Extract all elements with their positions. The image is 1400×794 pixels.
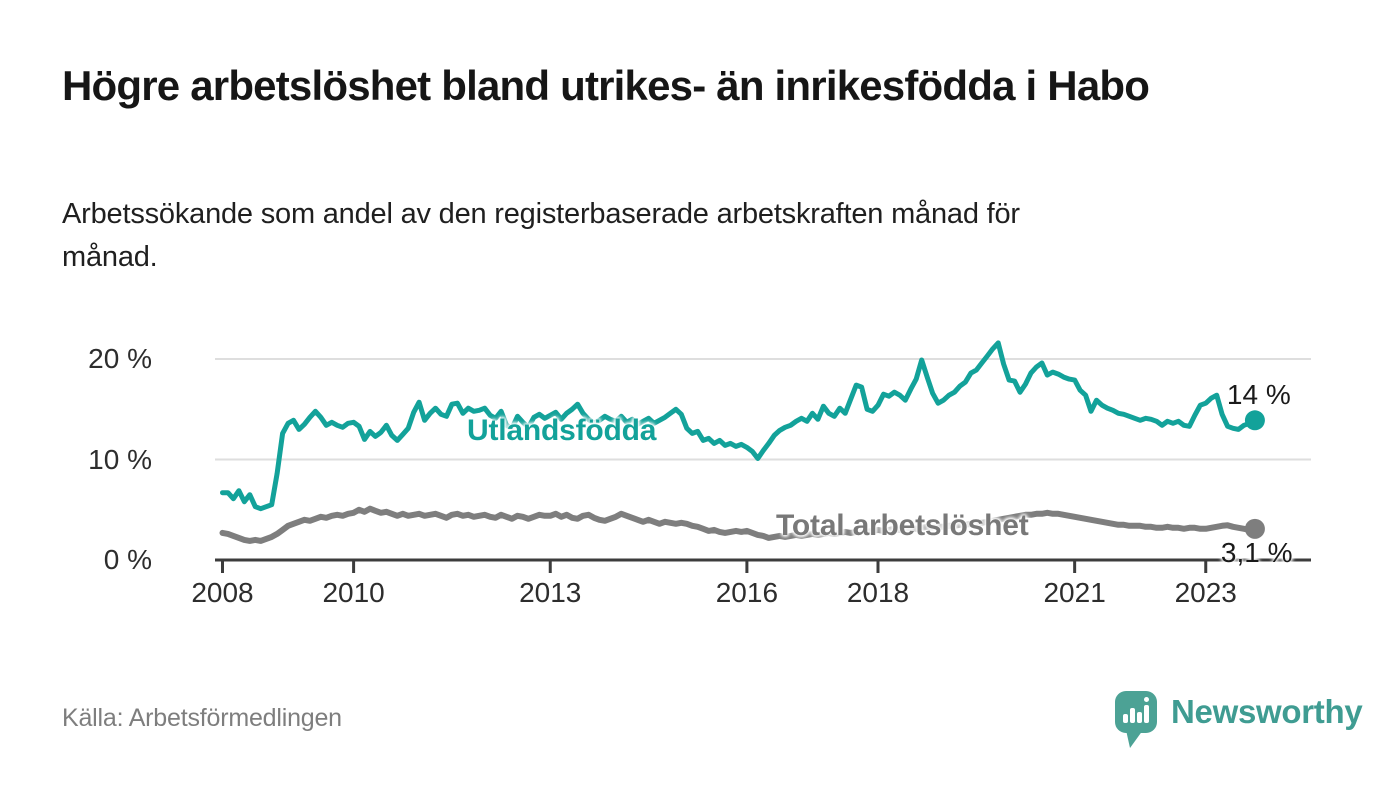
end-dot-utlandsfodda xyxy=(1244,410,1265,431)
x-axis-label: 2008 xyxy=(191,577,254,608)
x-axis-label: 2018 xyxy=(846,577,910,608)
page-title: Högre arbetslöshet bland utrikes- än inr… xyxy=(62,62,1150,109)
source-label: Källa: Arbetsförmedlingen xyxy=(62,704,342,732)
x-axis-label: 2023 xyxy=(1174,577,1237,608)
x-axis-label: 2021 xyxy=(1043,577,1106,608)
end-value-label-total: 3,1 % xyxy=(1220,536,1293,568)
series-label-utlandsfodda: Utlandsfödda xyxy=(467,414,657,447)
y-axis-label: 10 % xyxy=(88,443,152,475)
y-axis-label: 20 % xyxy=(88,343,152,374)
series-label-total-arbetsloshet: Total arbetslöshet xyxy=(776,509,1029,542)
bar-chart-speech-bubble-icon xyxy=(1115,691,1157,748)
series-line-total-arbetsloshet xyxy=(219,505,1258,544)
x-axis-label: 2013 xyxy=(519,577,582,608)
x-axis-label: 2010 xyxy=(322,577,385,608)
page-subtitle: Arbetssökande som andel av den registerb… xyxy=(62,198,1020,273)
y-axis-label: 0 % xyxy=(103,544,152,575)
newsworthy-logo: Newsworthy xyxy=(1114,690,1363,750)
x-axis-label: 2016 xyxy=(715,577,779,608)
newsworthy-logo-text: Newsworthy xyxy=(1171,693,1363,730)
series-line-utlandsfodda xyxy=(220,340,1258,512)
end-value-label-utlandsfodda: 14 % xyxy=(1226,379,1291,411)
end-dot-total-arbetsloshet xyxy=(1244,518,1265,539)
